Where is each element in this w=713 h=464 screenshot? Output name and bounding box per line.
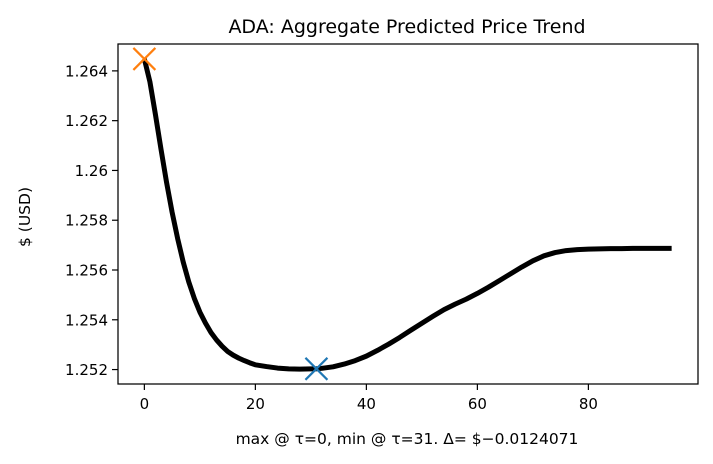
- y-tick-label: 1.254: [65, 311, 108, 329]
- price-trend-line: [141, 58, 672, 372]
- y-tick-label: 1.264: [65, 62, 108, 80]
- axes-frame: [117, 43, 699, 385]
- x-tick-label: 0: [140, 395, 150, 413]
- chart-title: ADA: Aggregate Predicted Price Trend: [228, 16, 585, 38]
- x-tick-label: 40: [357, 395, 376, 413]
- x-axis: 0 20 40 60 80: [140, 384, 598, 413]
- y-tick-label: 1.252: [65, 361, 108, 379]
- x-tick-label: 20: [246, 395, 265, 413]
- plot-area: [117, 43, 699, 385]
- y-tick-label: 1.26: [75, 162, 108, 180]
- y-tick-label: 1.256: [65, 262, 108, 280]
- min-marker: [304, 357, 329, 381]
- max-marker: [132, 47, 157, 71]
- x-tick-label: 80: [579, 395, 598, 413]
- x-tick-label: 60: [468, 395, 487, 413]
- y-axis: 1.252 1.254 1.256 1.258 1.26 1.262 1.264: [65, 62, 118, 379]
- x-axis-label: max @ τ=0, min @ τ=31. Δ= $−0.0124071: [236, 430, 579, 448]
- y-axis-label: $ (USD): [16, 187, 34, 247]
- y-tick-label: 1.258: [65, 212, 108, 230]
- extrema-markers: [132, 47, 329, 381]
- y-tick-label: 1.262: [65, 112, 108, 130]
